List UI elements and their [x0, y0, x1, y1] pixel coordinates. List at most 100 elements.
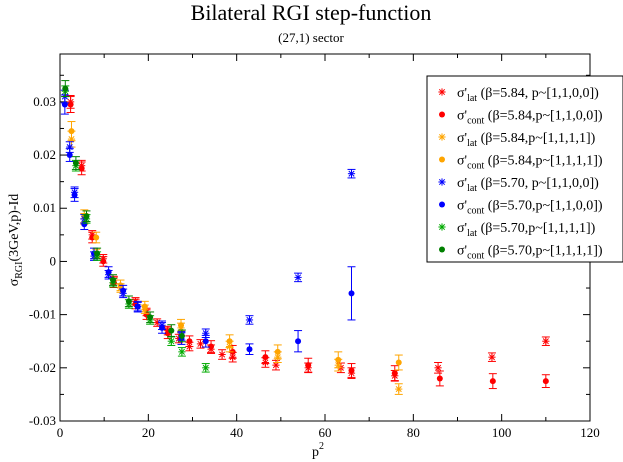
data-point-dot: [202, 338, 209, 345]
data-point-star: [245, 316, 254, 324]
x-tick-label: 40: [230, 425, 243, 440]
legend-marker-star: [438, 223, 446, 231]
data-point-dot: [305, 362, 312, 369]
data-point-dot: [436, 375, 443, 382]
legend-marker-star: [438, 133, 446, 141]
x-tick-label: 20: [142, 425, 155, 440]
x-axis-label-sup: 2: [319, 441, 324, 452]
data-point-dot: [83, 213, 90, 220]
data-point-dot: [542, 378, 549, 385]
legend-item: σ'cont (β=5.70,p~[1,1,0,0]): [439, 199, 603, 217]
data-point-dot: [68, 128, 75, 135]
series-1: [66, 96, 550, 390]
data-point-dot: [66, 152, 73, 159]
legend-marker-star: [438, 88, 446, 96]
data-point-dot: [110, 277, 116, 284]
legend-label: σ'cont (β=5.70,p~[1,1,1,1]): [457, 244, 603, 262]
data-point-dot: [178, 332, 185, 339]
legend: σ'lat (β=5.84, p~[1,1,0,0]) σ'cont (β=5.8…: [426, 75, 623, 263]
series-5: [60, 94, 356, 356]
legend-marker-dot: [439, 201, 445, 208]
data-point-dot: [335, 356, 342, 363]
data-point-dot: [105, 269, 112, 276]
data-point-star: [167, 337, 175, 345]
series-layer: [60, 80, 550, 395]
data-point-dot: [100, 258, 107, 265]
data-point-dot: [78, 165, 85, 172]
legend-label: σ'lat (β=5.84,p~[1,1,1,1]): [457, 131, 596, 149]
legend-label: σ'lat (β=5.84, p~[1,1,0,0]): [457, 86, 599, 104]
y-tick-label: -0.03: [29, 413, 56, 428]
legend-marker-dot: [439, 156, 445, 163]
y-tick-label: 0.03: [33, 94, 56, 109]
x-tick-label: 0: [57, 425, 64, 440]
data-point-dot: [67, 101, 74, 108]
data-point-star: [542, 337, 550, 345]
data-point-star: [294, 273, 302, 281]
data-point-star: [488, 353, 496, 361]
y-tick-label: -0.01: [29, 307, 56, 322]
data-point-dot: [141, 303, 148, 310]
data-point-dot: [159, 324, 166, 331]
data-point-star: [202, 364, 210, 372]
legend-label: σ'lat (β=5.70,p~[1,1,1,1]): [457, 221, 596, 239]
data-point-dot: [93, 234, 100, 241]
y-axis-label: σRGI(3GeV,p)-Id: [7, 194, 25, 287]
x-tick-label: 120: [580, 425, 600, 440]
x-axis-label: p2: [312, 441, 324, 460]
data-point-star: [395, 385, 403, 393]
data-point-dot: [120, 287, 127, 294]
y-tick-label: 0: [50, 253, 57, 268]
x-tick-label: 80: [407, 425, 420, 440]
data-point-dot: [61, 101, 68, 108]
legend-item: σ'cont (β=5.84,p~[1,1,0,0]): [439, 109, 603, 127]
data-point-dot: [71, 191, 78, 198]
x-tick-label: 100: [492, 425, 512, 440]
legend-marker-dot: [439, 111, 445, 118]
data-point-dot: [62, 85, 69, 92]
legend-item: σ'cont (β=5.70,p~[1,1,1,1]): [439, 244, 603, 262]
legend-label: σ'cont (β=5.84,p~[1,1,0,0]): [457, 109, 603, 127]
series-4: [60, 89, 356, 341]
data-point-dot: [208, 343, 215, 350]
data-point-dot: [395, 359, 402, 366]
data-point-dot: [295, 338, 302, 345]
data-point-dot: [262, 354, 269, 361]
data-point-dot: [94, 250, 101, 257]
axis-ticks: 0 20 40 60 80 100 120 -0.03 -0.02 -0.01 0 0.01 0.02 0…: [29, 54, 600, 440]
chart-title: Bilateral RGI step-function: [191, 0, 432, 25]
x-tick-label: 60: [319, 425, 332, 440]
legend-item: σ'lat (β=5.70,p~[1,1,1,1]): [438, 221, 596, 239]
data-point-dot: [72, 160, 79, 167]
y-tick-label: -0.02: [29, 360, 56, 375]
legend-item: σ'lat (β=5.84, p~[1,1,0,0]): [438, 86, 599, 104]
data-point-star: [178, 348, 186, 356]
data-point-star: [347, 170, 356, 178]
data-point-dot: [134, 303, 141, 310]
data-point-dot: [274, 348, 281, 355]
data-point-dot: [147, 314, 154, 321]
data-point-dot: [348, 367, 355, 374]
data-point-star: [218, 350, 226, 359]
data-point-dot: [168, 327, 175, 334]
data-point-dot: [489, 378, 496, 385]
series-6: [61, 85, 210, 373]
legend-item: σ'lat (β=5.84,p~[1,1,1,1]): [438, 131, 596, 149]
legend-label: σ'cont (β=5.84,p~[1,1,1,1]): [457, 154, 603, 172]
data-point-dot: [391, 370, 398, 377]
legend-item: σ'lat (β=5.70, p~[1,1,0,0]): [438, 176, 599, 194]
data-point-star: [434, 364, 442, 372]
data-point-dot: [125, 298, 132, 305]
data-point-dot: [246, 346, 253, 353]
legend-label: σ'cont (β=5.70,p~[1,1,0,0]): [457, 199, 603, 217]
legend-marker-dot: [439, 246, 445, 253]
data-point-star: [196, 340, 205, 348]
data-point-dot: [348, 290, 355, 297]
y-axis-label-sub: RGI: [14, 262, 25, 279]
data-point-dot: [226, 338, 233, 345]
legend-box: [426, 75, 623, 263]
legend-item: σ'cont (β=5.84,p~[1,1,1,1]): [439, 154, 603, 172]
legend-marker-star: [438, 178, 446, 186]
data-point-dot: [178, 322, 185, 329]
